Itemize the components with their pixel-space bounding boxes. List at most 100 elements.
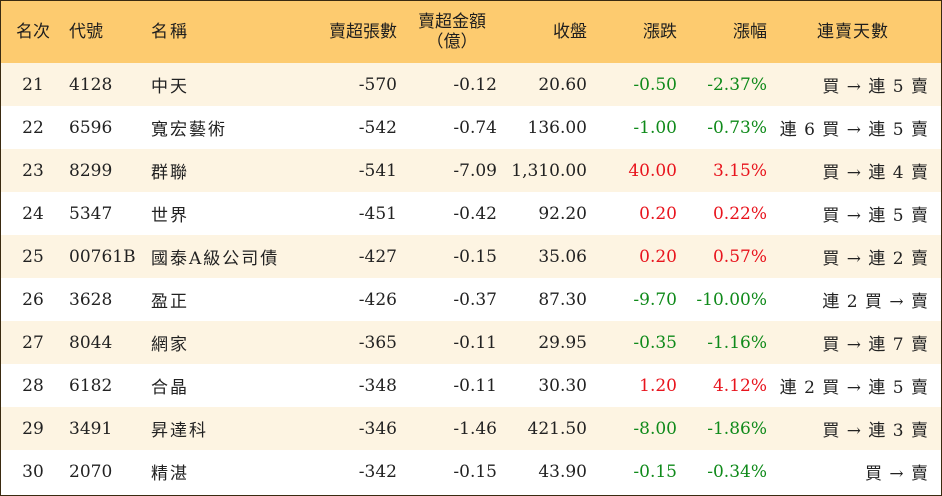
cell-sell-amount: -1.46	[453, 418, 497, 439]
cell-streak: 買 → 連 5 賣	[822, 206, 929, 226]
cell-change-pct: 3.15%	[712, 160, 767, 181]
cell-rank: 28	[22, 375, 44, 396]
cell-sell-lots: -346	[358, 418, 397, 439]
cell-sell-amount: -0.11	[453, 332, 497, 353]
cell-rank: 24	[22, 203, 44, 224]
cell-change: 40.00	[628, 160, 677, 181]
cell-close: 1,310.00	[511, 160, 587, 181]
table-row[interactable]: 22 6596 寬宏藝術 -542 -0.74 136.00 -1.00 -0.73% 連 6 …	[1, 106, 941, 149]
cell-code: 00761B	[69, 246, 136, 267]
cell-sell-amount: -0.12	[453, 74, 497, 95]
cell-change: 1.20	[639, 375, 677, 396]
cell-rank: 25	[22, 246, 44, 267]
header-streak: 連賣天數	[817, 22, 889, 42]
cell-name: 寬宏藝術	[151, 120, 227, 140]
table-row[interactable]: 25 00761B 國泰A級公司債 -427 -0.15 35.06 0.20 0.57% 買 …	[1, 235, 941, 278]
header-name: 名稱	[151, 22, 189, 42]
cell-change-pct: 0.57%	[712, 246, 767, 267]
cell-streak: 買 → 連 5 賣	[822, 77, 929, 97]
cell-name: 精湛	[151, 464, 189, 484]
cell-sell-amount: -0.74	[453, 117, 497, 138]
table-row[interactable]: 29 3491 昇達科 -346 -1.46 421.50 -8.00 -1.86% 買 → 連…	[1, 407, 941, 450]
cell-rank: 23	[22, 160, 44, 181]
cell-close: 43.90	[538, 461, 587, 482]
cell-change-pct: 4.12%	[712, 375, 767, 396]
header-change: 漲跌	[643, 22, 677, 42]
cell-name: 國泰A級公司債	[151, 249, 280, 269]
table-body: 21 4128 中天 -570 -0.12 20.60 -0.50 -2.37% 買 → 連 5…	[1, 63, 941, 493]
cell-name: 昇達科	[151, 421, 208, 441]
cell-close: 20.60	[538, 74, 587, 95]
cell-sell-lots: -426	[358, 289, 397, 310]
table-row[interactable]: 24 5347 世界 -451 -0.42 92.20 0.20 0.22% 買 → 連 5 賣	[1, 192, 941, 235]
cell-close: 92.20	[538, 203, 587, 224]
cell-code: 6596	[69, 117, 113, 138]
cell-change: -8.00	[633, 418, 677, 439]
cell-name: 盈正	[151, 292, 189, 312]
cell-rank: 29	[22, 418, 44, 439]
header-sell-amount-label: 賣超金額	[418, 12, 486, 32]
table-header-row: 名次 代號 名稱 賣超張數 賣超金額 （億） 收盤 漲跌 漲幅 連賣天數	[1, 1, 941, 63]
table-row[interactable]: 21 4128 中天 -570 -0.12 20.60 -0.50 -2.37% 買 → 連 5…	[1, 63, 941, 106]
cell-sell-amount: -0.37	[453, 289, 497, 310]
cell-code: 3628	[69, 289, 113, 310]
cell-sell-lots: -451	[358, 203, 397, 224]
cell-change-pct: -10.00%	[696, 289, 767, 310]
cell-rank: 21	[22, 74, 44, 95]
header-change-pct: 漲幅	[733, 22, 767, 42]
cell-code: 6182	[69, 375, 113, 396]
cell-sell-lots: -541	[358, 160, 397, 181]
cell-rank: 26	[22, 289, 44, 310]
cell-name: 中天	[151, 77, 189, 97]
cell-sell-lots: -570	[358, 74, 397, 95]
table-row[interactable]: 28 6182 合晶 -348 -0.11 30.30 1.20 4.12% 連 2 買 → 連…	[1, 364, 941, 407]
table-row[interactable]: 23 8299 群聯 -541 -7.09 1,310.00 40.00 3.15% 買 → 連…	[1, 149, 941, 192]
table-row[interactable]: 30 2070 精湛 -342 -0.15 43.90 -0.15 -0.34% 買 → 賣	[1, 450, 941, 493]
table-row[interactable]: 27 8044 網家 -365 -0.11 29.95 -0.35 -1.16% 買 → 連 7…	[1, 321, 941, 364]
cell-close: 87.30	[538, 289, 587, 310]
cell-sell-lots: -542	[358, 117, 397, 138]
cell-streak: 連 2 買 → 連 5 賣	[779, 378, 929, 398]
cell-change: -9.70	[633, 289, 677, 310]
cell-streak: 買 → 連 4 賣	[822, 163, 929, 183]
header-sell-amount-unit: （億）	[426, 32, 478, 52]
cell-sell-amount: -0.15	[453, 246, 497, 267]
cell-change: 0.20	[639, 246, 677, 267]
cell-streak: 買 → 賣	[864, 464, 929, 484]
cell-change-pct: -1.16%	[707, 332, 767, 353]
cell-sell-lots: -342	[358, 461, 397, 482]
header-sell-lots: 賣超張數	[329, 22, 397, 42]
cell-code: 3491	[69, 418, 113, 439]
cell-change: -0.15	[633, 461, 677, 482]
cell-close: 35.06	[538, 246, 587, 267]
cell-streak: 連 2 買 → 賣	[822, 292, 929, 312]
cell-streak: 買 → 連 3 賣	[822, 421, 929, 441]
cell-sell-amount: -0.11	[453, 375, 497, 396]
cell-sell-amount: -0.42	[453, 203, 497, 224]
header-close: 收盤	[553, 22, 587, 42]
cell-rank: 22	[22, 117, 44, 138]
cell-name: 合晶	[151, 378, 189, 398]
cell-change-pct: -0.73%	[707, 117, 767, 138]
cell-rank: 27	[22, 332, 44, 353]
cell-streak: 買 → 連 7 賣	[822, 335, 929, 355]
cell-code: 8044	[69, 332, 113, 353]
cell-close: 30.30	[538, 375, 587, 396]
cell-sell-lots: -365	[358, 332, 397, 353]
cell-streak: 連 6 買 → 連 5 賣	[779, 120, 929, 140]
cell-close: 136.00	[527, 117, 587, 138]
table-row[interactable]: 26 3628 盈正 -426 -0.37 87.30 -9.70 -10.00% 連 2 買 …	[1, 278, 941, 321]
cell-change-pct: -2.37%	[707, 74, 767, 95]
cell-change-pct: -0.34%	[707, 461, 767, 482]
cell-sell-amount: -7.09	[453, 160, 497, 181]
cell-streak: 買 → 連 2 賣	[822, 249, 929, 269]
header-code: 代號	[69, 22, 103, 42]
cell-change: 0.20	[639, 203, 677, 224]
cell-close: 421.50	[527, 418, 587, 439]
cell-close: 29.95	[538, 332, 587, 353]
cell-change-pct: 0.22%	[712, 203, 767, 224]
cell-code: 5347	[69, 203, 113, 224]
cell-name: 世界	[151, 206, 189, 226]
